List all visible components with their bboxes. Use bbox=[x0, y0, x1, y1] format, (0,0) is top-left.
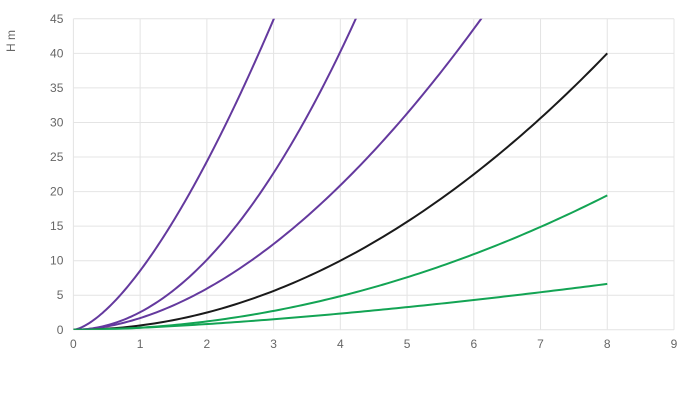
svg-text:25: 25 bbox=[50, 150, 64, 164]
svg-text:8: 8 bbox=[604, 337, 611, 351]
svg-text:15: 15 bbox=[50, 219, 64, 233]
svg-text:2: 2 bbox=[204, 337, 211, 351]
svg-text:3: 3 bbox=[270, 337, 277, 351]
svg-text:6: 6 bbox=[470, 337, 477, 351]
svg-text:35: 35 bbox=[50, 81, 64, 95]
svg-text:5: 5 bbox=[404, 337, 411, 351]
svg-text:9: 9 bbox=[671, 337, 678, 351]
svg-text:45: 45 bbox=[50, 12, 64, 26]
svg-text:5: 5 bbox=[57, 288, 64, 302]
svg-text:0: 0 bbox=[70, 337, 77, 351]
svg-text:10: 10 bbox=[50, 254, 64, 268]
svg-text:0: 0 bbox=[57, 323, 64, 337]
svg-text:H m: H m bbox=[4, 30, 18, 52]
svg-text:1: 1 bbox=[137, 337, 144, 351]
svg-text:30: 30 bbox=[50, 115, 64, 129]
svg-text:7: 7 bbox=[537, 337, 544, 351]
svg-text:20: 20 bbox=[50, 185, 64, 199]
svg-text:4: 4 bbox=[337, 337, 344, 351]
svg-text:40: 40 bbox=[50, 46, 64, 60]
